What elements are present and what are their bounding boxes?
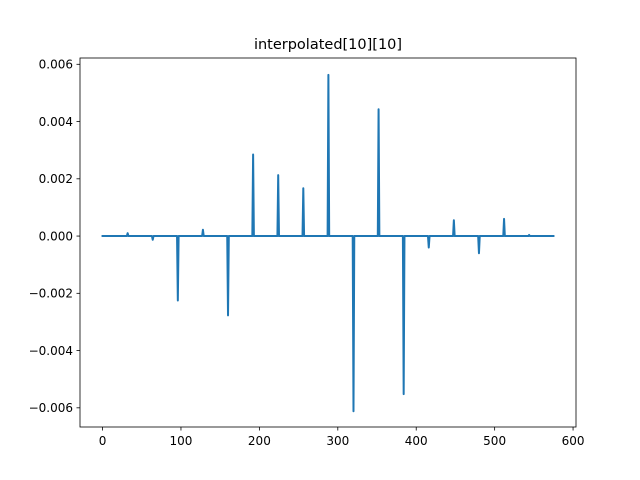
y-tick-label: 0.000 bbox=[39, 229, 73, 243]
chart-title: interpolated[10][10] bbox=[254, 37, 402, 53]
x-tick-label: 200 bbox=[248, 434, 271, 448]
x-tick-label: 300 bbox=[326, 434, 349, 448]
y-tick-label: 0.006 bbox=[39, 58, 73, 72]
x-axis: 0 100 200 300 400 500 600 bbox=[99, 427, 585, 448]
x-tick-label: 500 bbox=[483, 434, 506, 448]
series-line bbox=[101, 73, 555, 413]
y-tick-label: 0.004 bbox=[39, 115, 73, 129]
x-tick-label: 100 bbox=[170, 434, 193, 448]
plot-area bbox=[101, 73, 555, 413]
x-tick-label: 0 bbox=[99, 434, 107, 448]
y-tick-label: −0.002 bbox=[29, 287, 73, 301]
y-tick-label: −0.004 bbox=[29, 344, 73, 358]
y-tick-label: −0.006 bbox=[29, 401, 73, 415]
y-axis: −0.006 −0.004 −0.002 0.000 0.002 0.004 0.006 bbox=[29, 58, 80, 415]
axes-frame bbox=[79, 57, 577, 428]
x-tick-label: 600 bbox=[562, 434, 585, 448]
x-tick-label: 400 bbox=[405, 434, 428, 448]
y-tick-label: 0.002 bbox=[39, 172, 73, 186]
